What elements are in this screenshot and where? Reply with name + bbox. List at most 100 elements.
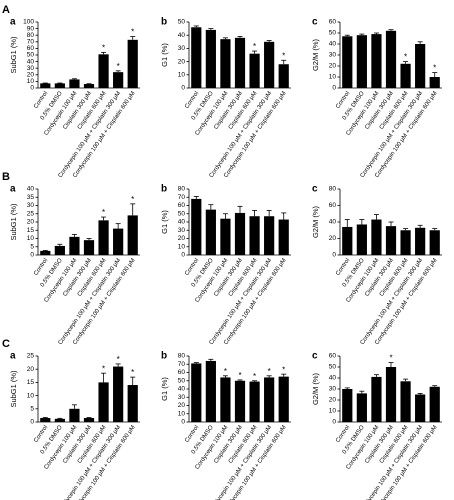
- y-tick-label: 40: [329, 41, 337, 48]
- bar: [400, 381, 411, 422]
- bar: [278, 219, 289, 255]
- bar: [400, 63, 411, 88]
- y-tick-label: 60: [329, 202, 337, 209]
- bar: [429, 77, 440, 88]
- y-tick-label: 5: [30, 406, 34, 413]
- bar: [220, 377, 231, 422]
- bar: [356, 393, 367, 422]
- significance-mark: *: [117, 355, 120, 364]
- y-tick-label: 70: [178, 194, 186, 201]
- bar: [191, 27, 202, 89]
- bar: [191, 363, 202, 422]
- bar: [191, 198, 202, 255]
- y-tick-label: 5: [30, 243, 34, 250]
- y-axis-title: SubG1 (%): [9, 203, 18, 241]
- y-tick-label: 0: [332, 252, 336, 259]
- bar: [54, 418, 65, 422]
- subpanel-letter: b: [161, 184, 167, 195]
- subpanel-letter: b: [161, 17, 167, 28]
- bar: [385, 30, 397, 88]
- y-tick-label: 10: [178, 243, 186, 250]
- y-tick-label: 30: [27, 65, 35, 72]
- y-tick-label: 0: [30, 85, 34, 92]
- y-tick-label: 40: [27, 186, 35, 193]
- bar: [127, 385, 138, 422]
- y-tick-label: 50: [27, 52, 35, 59]
- bar: [127, 215, 138, 255]
- bar: [113, 72, 124, 88]
- bar: [69, 408, 80, 422]
- y-tick-label: 10: [27, 235, 35, 242]
- y-tick-label: 80: [178, 353, 186, 360]
- y-tick-label: 30: [178, 45, 186, 52]
- y-tick-label: 40: [178, 32, 186, 39]
- y-axis-title: SubG1 (%): [9, 36, 18, 74]
- significance-mark: *: [238, 371, 241, 380]
- y-tick-label: 20: [178, 402, 186, 409]
- bar: [278, 64, 289, 88]
- bar: [234, 380, 246, 422]
- y-tick-label: 50: [329, 364, 337, 371]
- bar: [205, 209, 216, 255]
- y-tick-label: 20: [329, 63, 337, 70]
- y-tick-label: 40: [27, 58, 35, 65]
- y-tick-label: 10: [329, 74, 337, 81]
- y-tick-label: 60: [329, 19, 337, 26]
- bar: [40, 418, 51, 422]
- significance-mark: *: [224, 367, 227, 376]
- bar: [429, 386, 440, 422]
- y-tick-label: 80: [329, 186, 337, 193]
- y-tick-label: 50: [178, 210, 186, 217]
- y-tick-label: 60: [27, 45, 35, 52]
- bar: [205, 29, 216, 89]
- y-tick-label: 0: [30, 419, 34, 426]
- significance-mark: *: [433, 64, 436, 73]
- y-axis-title: G1 (%): [160, 377, 169, 401]
- significance-mark: *: [102, 208, 105, 217]
- bar: [54, 83, 65, 88]
- significance-mark: *: [404, 53, 407, 62]
- significance-mark: *: [253, 42, 256, 51]
- y-tick-label: 30: [329, 386, 337, 393]
- y-tick-label: 10: [27, 392, 35, 399]
- subpanel-letter: c: [312, 184, 318, 195]
- bar: [83, 240, 95, 255]
- subpanel-letter: a: [10, 351, 16, 362]
- bar: [342, 226, 353, 255]
- bar: [415, 394, 426, 422]
- bar: [69, 79, 80, 88]
- y-tick-label: 80: [178, 186, 186, 193]
- y-axis-title: SubG1 (%): [9, 370, 18, 408]
- y-tick-label: 30: [178, 394, 186, 401]
- significance-mark: *: [102, 364, 105, 373]
- significance-mark: *: [131, 368, 134, 377]
- y-tick-label: 50: [329, 30, 337, 37]
- y-tick-label: 0: [181, 419, 185, 426]
- bar: [98, 382, 109, 422]
- y-tick-label: 0: [30, 252, 34, 259]
- bar: [415, 227, 426, 255]
- bar: [371, 34, 382, 88]
- bar: [249, 53, 260, 88]
- bar: [278, 376, 289, 422]
- y-tick-label: 10: [178, 72, 186, 79]
- y-tick-label: 100: [23, 19, 34, 26]
- y-tick-label: 20: [27, 72, 35, 79]
- y-tick-label: 20: [178, 235, 186, 242]
- y-axis-title: G2/M (%): [311, 372, 320, 405]
- significance-mark: *: [268, 367, 271, 376]
- subpanel-letter: a: [10, 17, 16, 28]
- subpanel-letter: a: [10, 184, 16, 195]
- y-tick-label: 60: [178, 202, 186, 209]
- bar: [429, 230, 440, 255]
- significance-mark: *: [131, 28, 134, 37]
- y-axis-title: G2/M (%): [311, 38, 320, 71]
- bar: [400, 230, 411, 255]
- y-tick-label: 10: [178, 410, 186, 417]
- significance-mark: *: [253, 372, 256, 381]
- y-tick-label: 40: [178, 386, 186, 393]
- y-axis-title: G1 (%): [160, 210, 169, 234]
- bar: [264, 216, 275, 255]
- y-tick-label: 25: [27, 353, 35, 360]
